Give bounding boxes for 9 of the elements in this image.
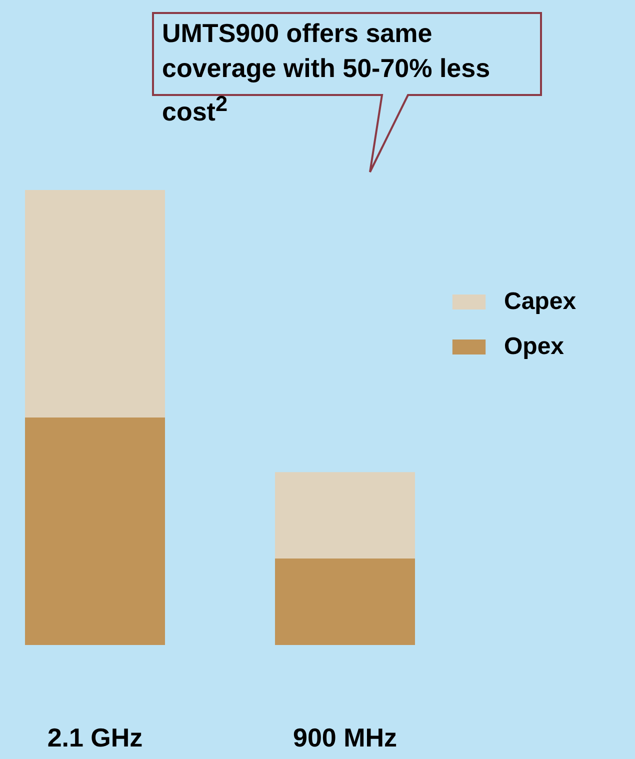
legend-label: Opex (504, 333, 565, 360)
text: UMTS900 offers same coverage with 50-70% less cost$^{2}$ (162, 17, 492, 129)
bar (25, 418, 165, 645)
x-tick-label: 2.1 GHz (47, 722, 143, 752)
legend-label: Capex (504, 288, 577, 315)
bar (275, 472, 415, 559)
bar (25, 190, 165, 418)
x-tick-label: 900 MHz (292, 722, 398, 752)
bar (275, 558, 415, 645)
